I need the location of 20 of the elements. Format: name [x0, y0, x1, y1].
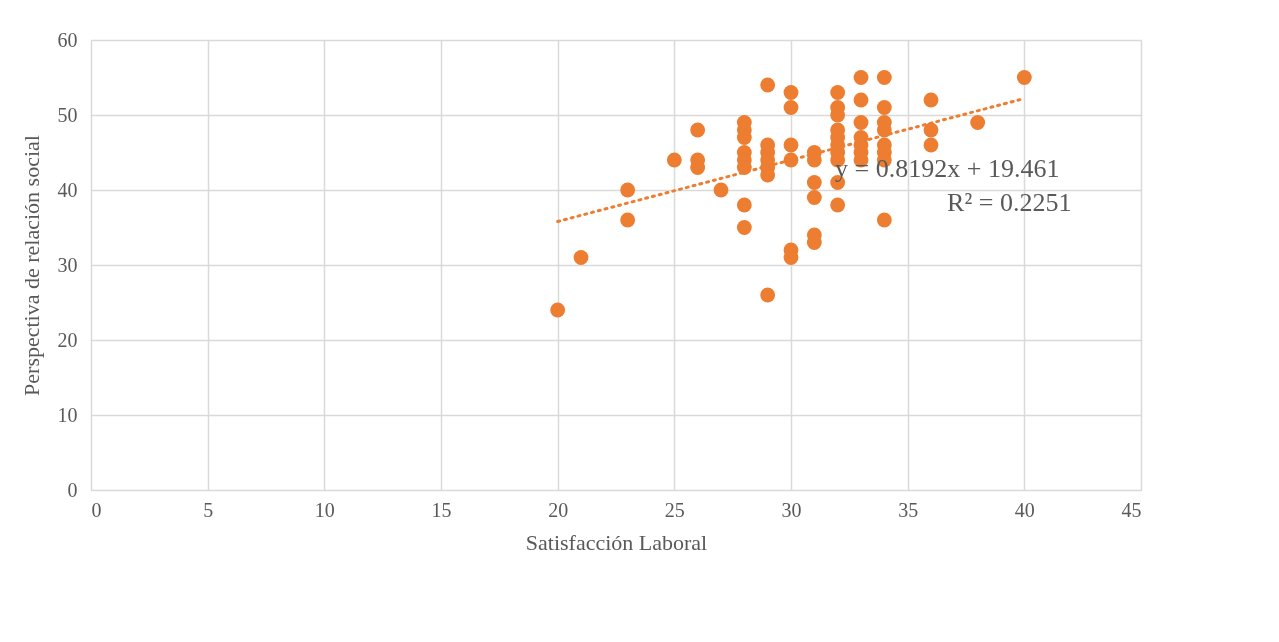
x-tick-label: 15 [431, 498, 452, 521]
x-tick-label: 0 [91, 498, 102, 521]
x-tick-label: 10 [314, 498, 335, 521]
x-tick-label: 35 [898, 498, 919, 521]
x-tick-label: 25 [664, 498, 685, 521]
x-axis-title: Satisfacción Laboral [525, 529, 708, 555]
annotation: R² = 0.2251 [947, 187, 1072, 217]
y-tick-label: 20 [57, 328, 78, 351]
y-axis-title: Perspectiva de relación social [18, 135, 44, 396]
y-tick-label: 60 [57, 28, 78, 51]
x-tick-label: 45 [1121, 498, 1142, 521]
y-tick-label: 0 [67, 478, 78, 501]
x-tick-label: 30 [781, 498, 802, 521]
y-tick-label: 50 [57, 103, 78, 126]
y-tick-label: 30 [57, 253, 78, 276]
x-tick-label: 5 [203, 498, 214, 521]
x-tick-label: 20 [548, 498, 569, 521]
y-tick-label: 40 [57, 178, 78, 201]
x-tick-label: 40 [1014, 498, 1035, 521]
y-tick-label: 10 [57, 403, 78, 426]
